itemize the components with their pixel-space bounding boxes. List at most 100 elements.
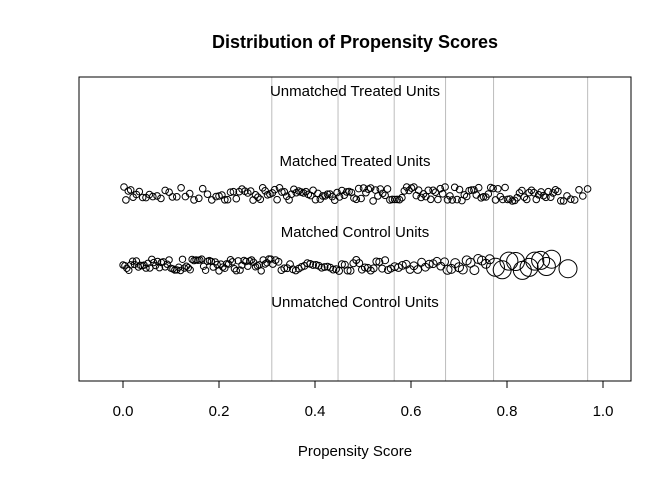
label-unmatched-treated: Unmatched Treated Units	[270, 83, 440, 100]
matched-treated-point	[446, 192, 454, 200]
matched-control-point	[398, 261, 407, 270]
subclass-cutpoint-lines	[271, 77, 589, 381]
matched-control-point	[484, 254, 495, 265]
matched-treated-point	[434, 195, 442, 204]
matched-treated-point	[532, 195, 541, 204]
x-tick-label: 0.0	[113, 403, 134, 420]
matched-treated-point	[232, 194, 241, 203]
matched-treated-point	[419, 190, 428, 198]
matched-control-point	[519, 257, 539, 277]
matched-treated-point	[455, 185, 464, 194]
matched-control-point	[320, 263, 329, 271]
matched-treated-point	[424, 186, 433, 195]
x-tick-label: 1.0	[593, 403, 614, 420]
matched-treated-point	[280, 188, 289, 196]
matched-control-point	[186, 266, 194, 274]
matched-treated-point	[567, 195, 575, 203]
matched-treated-point	[414, 186, 423, 194]
matched-treated-point	[357, 194, 365, 203]
x-axis: 0.0 0.2 0.4 0.6 0.8 1.0	[113, 380, 614, 420]
matched-treated-point	[333, 188, 341, 197]
matched-treated-point	[223, 195, 232, 204]
matched-control-point	[558, 259, 578, 279]
matched-control-point	[499, 251, 519, 271]
matched-control-point	[536, 257, 556, 276]
matched-control-point	[144, 259, 152, 267]
matched-control-point	[224, 260, 233, 268]
matched-treated-point	[510, 196, 519, 205]
matched-treated-point	[513, 193, 521, 202]
matched-treated-point	[443, 196, 452, 204]
matched-control-point	[335, 266, 343, 275]
matched-control-point	[317, 263, 326, 272]
matched-control-point	[378, 264, 387, 273]
matched-treated-point	[539, 191, 548, 200]
matched-treated-point	[190, 196, 198, 204]
matched-treated-point	[494, 185, 502, 193]
matched-treated-point	[484, 190, 493, 198]
matched-treated-point	[503, 195, 512, 204]
matched-treated-point	[326, 190, 334, 198]
matched-control-point	[525, 251, 545, 271]
label-unmatched-control: Unmatched Control Units	[271, 294, 439, 311]
matched-treated-point	[311, 195, 320, 204]
matched-treated-point	[530, 188, 538, 197]
matched-treated-point	[352, 195, 361, 204]
matched-treated-point	[369, 197, 377, 205]
matched-treated-point	[287, 190, 296, 198]
matched-treated-point	[278, 188, 286, 196]
matched-control-point	[280, 264, 289, 273]
matched-treated-point	[438, 190, 447, 198]
matched-control-point	[263, 259, 271, 267]
matched-treated-point	[359, 184, 368, 192]
matched-treated-point	[177, 184, 185, 192]
matched-treated-point	[185, 189, 194, 198]
matched-control-point	[199, 262, 208, 270]
matched-treated-point	[275, 184, 284, 192]
x-tick-label: 0.4	[305, 403, 326, 420]
matched-treated-point	[398, 193, 406, 202]
matched-treated-point	[583, 185, 592, 193]
matched-control-point	[246, 257, 254, 265]
matched-control-point	[244, 262, 252, 270]
matched-control-point	[303, 259, 312, 268]
matched-treated-point	[474, 183, 483, 192]
matched-treated-point	[212, 192, 220, 201]
matched-treated-point	[354, 184, 363, 193]
matched-control-point	[309, 261, 318, 269]
matched-control-point	[346, 266, 355, 275]
matched-treated-point	[453, 195, 461, 204]
matched-treated-point	[378, 189, 387, 198]
matched-treated-point	[321, 192, 329, 200]
matched-treated-point	[374, 192, 382, 200]
matched-treated-point	[251, 191, 260, 199]
matched-control-point	[542, 249, 562, 269]
matched-treated-point	[515, 189, 524, 197]
matched-control-point	[142, 264, 150, 272]
matched-treated-point	[393, 195, 401, 204]
matched-control-point	[184, 264, 193, 272]
matched-treated-point	[270, 185, 279, 194]
matched-control-point	[221, 264, 229, 272]
matched-treated-point	[400, 187, 409, 195]
chart-title: Distribution of Propensity Scores	[212, 32, 498, 52]
matched-treated-point	[383, 185, 392, 193]
matched-treated-point	[522, 195, 531, 204]
matched-treated-point	[546, 193, 555, 201]
matched-treated-point	[173, 193, 181, 201]
matched-treated-point	[554, 187, 562, 196]
x-tick-label: 0.6	[401, 403, 422, 420]
matched-control-point	[163, 260, 171, 268]
matched-control-point	[257, 267, 265, 275]
matched-control-point	[188, 255, 196, 264]
matched-treated-point	[448, 196, 457, 204]
matched-treated-point	[575, 186, 583, 194]
matched-treated-point	[195, 194, 203, 203]
label-matched-control: Matched Control Units	[281, 224, 429, 241]
matched-treated-point	[376, 185, 385, 193]
matched-treated-point	[198, 184, 207, 193]
matched-treated-point	[273, 195, 281, 204]
matched-control-points	[119, 249, 578, 280]
x-tick-label: 0.2	[209, 403, 230, 420]
